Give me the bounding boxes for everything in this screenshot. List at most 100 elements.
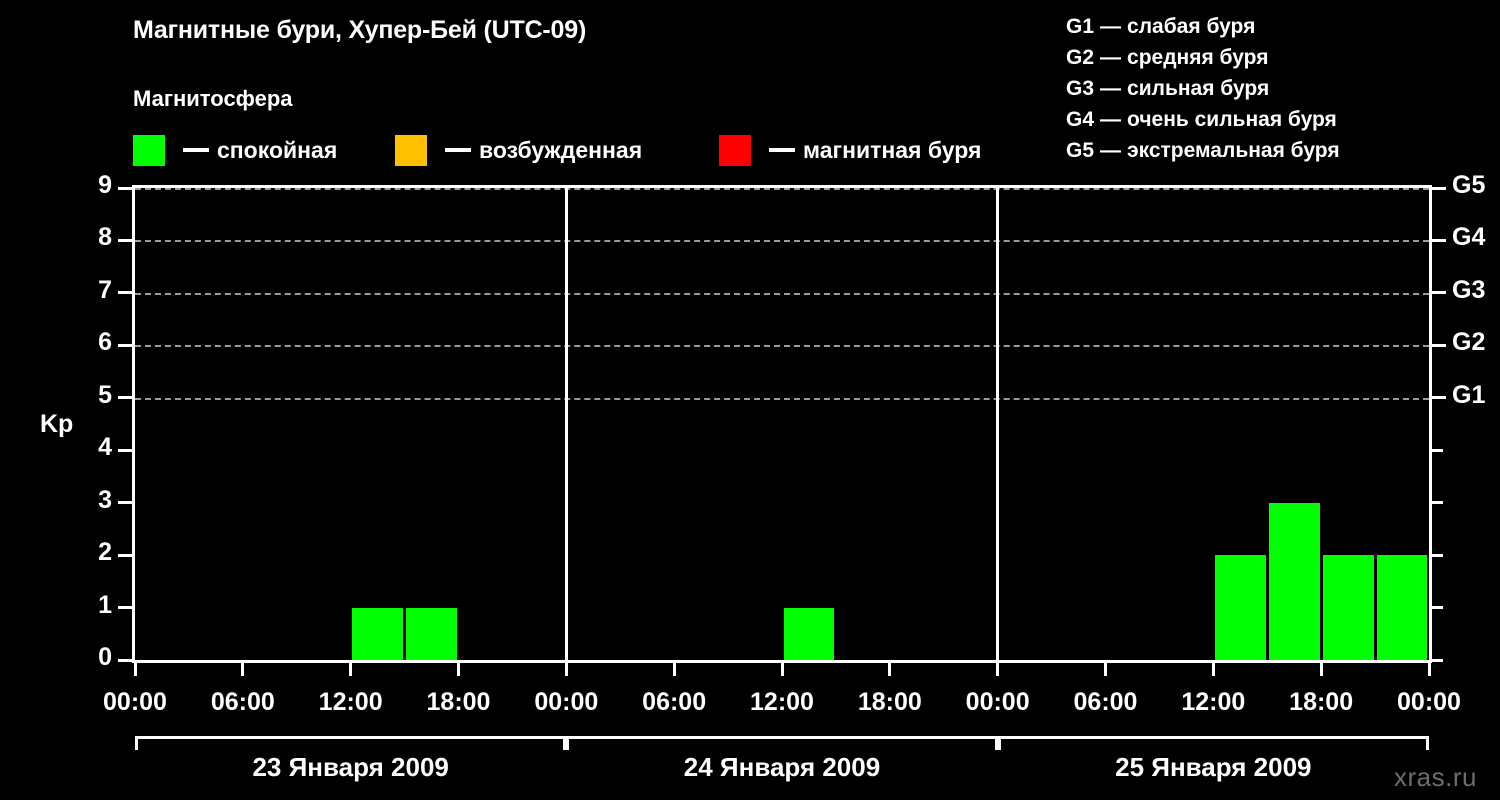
right-axis-tick-kp-3 (1432, 501, 1443, 505)
day-bracket-0 (135, 736, 567, 750)
legend-swatch-quiet (133, 134, 165, 166)
x-tick-label: 06:00 (642, 688, 707, 716)
y-tick-label: 3 (98, 485, 112, 514)
y-tick-label: 9 (98, 171, 112, 199)
right-axis-tick-kp-8 (1432, 238, 1446, 242)
y-tick-label: 4 (98, 433, 112, 462)
right-axis-tick-kp-1 (1432, 606, 1443, 610)
kp-bar (1322, 555, 1374, 660)
g-scale-row-g1: G1— слабая буря (1066, 11, 1486, 42)
x-tick-mark-2 (349, 663, 353, 676)
legend-dash-icon (769, 148, 795, 152)
g-scale-legend: G1— слабая буря G2— средняя буря G3— сильная … (1066, 11, 1486, 166)
legend-entry-1: возбужденная (395, 131, 642, 169)
right-axis-tick-kp-6 (1432, 343, 1446, 347)
x-tick-label: 00:00 (965, 688, 1030, 716)
g-scale-code: G1 (1066, 15, 1095, 38)
g-scale-separator: — (1100, 46, 1122, 69)
g-scale-code: G2 (1066, 46, 1095, 69)
x-tick-mark-9 (1104, 663, 1107, 676)
kp-bar (1268, 502, 1320, 660)
legend-swatch-storm (719, 134, 751, 166)
x-tick-mark-11 (1319, 663, 1323, 676)
g-tick-label-g5: G5 (1452, 171, 1486, 199)
x-tick-label: 18:00 (857, 688, 922, 716)
kp-bar (1214, 555, 1266, 660)
day-label: 25 Января 2009 (1115, 752, 1312, 782)
day-divider-2 (996, 188, 1000, 660)
y-tick-label: 6 (98, 328, 112, 357)
x-tick-mark-3 (457, 663, 460, 676)
gridline-kp-8 (135, 240, 1429, 243)
y-tick-mark-8 (118, 238, 132, 242)
g-scale-row-g5: G5— экстремальная буря (1066, 135, 1486, 166)
x-tick-label: 12:00 (750, 688, 814, 716)
legend-label: возбужденная (479, 136, 643, 163)
right-axis-tick-kp-9 (1432, 186, 1446, 190)
x-tick-mark-12 (1427, 663, 1431, 676)
kp-bar (352, 607, 404, 660)
day-label: 23 Января 2009 (252, 752, 449, 782)
y-tick-mark-3 (118, 501, 132, 505)
watermark: xras.ru (1394, 762, 1477, 792)
gridline-kp-5 (135, 397, 1429, 400)
g-scale-code: G5 (1066, 139, 1095, 162)
right-axis-tick-kp-0 (1432, 658, 1443, 662)
x-tick-mark-7 (888, 663, 892, 676)
x-tick-mark-1 (241, 663, 245, 676)
kp-bar (1376, 555, 1428, 660)
g-scale-row-g3: G3— сильная буря (1066, 73, 1486, 104)
day-label: 24 Января 2009 (683, 752, 881, 782)
x-tick-mark-0 (133, 663, 137, 676)
x-tick-mark-5 (672, 663, 676, 676)
legend-entry-0: спокойная (133, 131, 337, 169)
day-divider-1 (564, 188, 568, 660)
day-bracket-1 (566, 736, 998, 750)
y-axis-title: Kp (40, 410, 74, 438)
day-bracket-2 (997, 736, 1429, 750)
x-tick-label: 00:00 (534, 688, 599, 716)
kp-bar (783, 607, 835, 660)
y-tick-mark-0 (118, 658, 132, 662)
x-tick-label: 00:00 (103, 688, 167, 716)
right-axis-tick-kp-2 (1432, 553, 1443, 557)
g-scale-description: очень сильная буря (1127, 108, 1337, 131)
g-scale-code: G4 (1066, 108, 1095, 131)
kp-bar (406, 607, 457, 660)
gridline-kp-7 (135, 292, 1429, 295)
y-tick-label: 2 (98, 538, 112, 567)
x-tick-label: 18:00 (1289, 688, 1354, 716)
plot-inner (135, 188, 1429, 660)
y-tick-mark-9 (118, 186, 132, 190)
legend-label: магнитная буря (803, 136, 982, 163)
g-scale-description: средняя буря (1127, 46, 1269, 69)
legend-label: спокойная (217, 136, 338, 163)
right-axis-tick-kp-4 (1432, 448, 1443, 452)
y-tick-label: 5 (98, 380, 112, 409)
g-scale-description: экстремальная буря (1127, 139, 1340, 162)
y-tick-mark-7 (118, 291, 132, 295)
gridline-kp-6 (135, 345, 1429, 348)
x-tick-label: 12:00 (1181, 688, 1246, 716)
right-axis-tick-kp-5 (1432, 396, 1446, 400)
g-scale-description: сильная буря (1127, 77, 1270, 100)
y-tick-mark-1 (118, 606, 132, 610)
right-axis-tick-kp-7 (1432, 291, 1446, 295)
y-tick-label: 7 (98, 275, 112, 304)
x-tick-label: 12:00 (318, 688, 383, 716)
g-tick-label-g1: G1 (1452, 380, 1486, 409)
g-scale-separator: — (1100, 15, 1122, 38)
y-tick-label: 0 (98, 643, 112, 671)
x-tick-label: 06:00 (210, 688, 275, 716)
plot-frame (132, 185, 1432, 663)
legend-swatch-active (395, 134, 427, 166)
y-tick-mark-6 (118, 343, 132, 347)
g-scale-separator: — (1100, 108, 1122, 131)
legend-entry-2: магнитная буря (719, 131, 981, 169)
g-scale-row-g4: G4— очень сильная буря (1066, 104, 1486, 135)
g-scale-separator: — (1100, 77, 1122, 100)
x-tick-label: 18:00 (426, 688, 491, 716)
y-tick-mark-2 (118, 553, 132, 557)
g-scale-separator: — (1100, 139, 1122, 162)
